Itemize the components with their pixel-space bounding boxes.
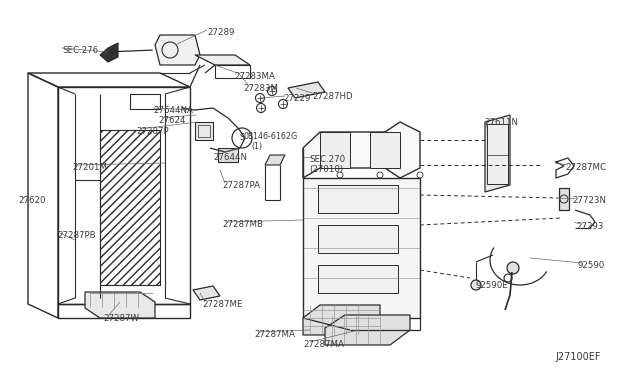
Polygon shape — [193, 286, 220, 300]
Text: J27100EF: J27100EF — [555, 352, 600, 362]
Text: 27287MA: 27287MA — [254, 330, 295, 339]
Polygon shape — [265, 155, 285, 165]
Bar — [100, 130, 160, 285]
Text: 27611N: 27611N — [484, 118, 518, 127]
Polygon shape — [195, 55, 250, 65]
Bar — [318, 265, 398, 293]
Text: 27287W: 27287W — [103, 314, 139, 323]
Polygon shape — [85, 292, 155, 318]
Text: (1): (1) — [251, 142, 262, 151]
Text: 08146-6162G: 08146-6162G — [243, 132, 297, 141]
Text: 92590E: 92590E — [476, 281, 509, 290]
Text: 27287ME: 27287ME — [202, 300, 243, 309]
Polygon shape — [155, 35, 200, 65]
Text: 27283M: 27283M — [243, 84, 278, 93]
Polygon shape — [100, 43, 118, 62]
Text: (27010): (27010) — [309, 165, 343, 174]
Text: 27620: 27620 — [18, 196, 45, 205]
Bar — [318, 225, 398, 253]
Bar — [218, 148, 238, 162]
Text: 27201M: 27201M — [72, 163, 107, 172]
Text: 27287MB: 27287MB — [222, 220, 263, 229]
Bar — [100, 130, 160, 285]
Text: S: S — [239, 134, 244, 142]
Polygon shape — [320, 132, 350, 168]
Text: 27723N: 27723N — [572, 196, 606, 205]
Circle shape — [507, 262, 519, 274]
Polygon shape — [485, 115, 510, 192]
Polygon shape — [303, 178, 420, 318]
Bar — [130, 94, 160, 109]
Polygon shape — [288, 82, 325, 98]
Text: 27287HD: 27287HD — [312, 92, 353, 101]
Circle shape — [471, 280, 481, 290]
Text: 27287MA: 27287MA — [303, 340, 344, 349]
Text: 27624: 27624 — [158, 116, 186, 125]
Text: 27293: 27293 — [576, 222, 604, 231]
Text: SEC.270: SEC.270 — [309, 155, 345, 164]
Text: 27644N: 27644N — [213, 153, 247, 162]
Text: 27283MA: 27283MA — [234, 72, 275, 81]
Text: 27287P: 27287P — [136, 127, 168, 136]
Text: 27287MC: 27287MC — [565, 163, 606, 172]
Text: 27644NA: 27644NA — [153, 106, 193, 115]
Polygon shape — [325, 315, 410, 345]
Text: 27287PB: 27287PB — [57, 231, 95, 240]
Polygon shape — [303, 122, 420, 178]
Bar — [195, 122, 213, 140]
Polygon shape — [370, 132, 400, 168]
Bar — [198, 125, 210, 137]
Text: 92590: 92590 — [578, 261, 605, 270]
Text: 27229: 27229 — [283, 94, 310, 103]
Polygon shape — [303, 305, 380, 335]
Bar — [559, 188, 569, 210]
Bar — [487, 124, 508, 184]
Text: 27287PA: 27287PA — [222, 181, 260, 190]
Text: SEC.276: SEC.276 — [62, 46, 98, 55]
Bar — [318, 185, 398, 213]
Text: 27289: 27289 — [207, 28, 234, 37]
